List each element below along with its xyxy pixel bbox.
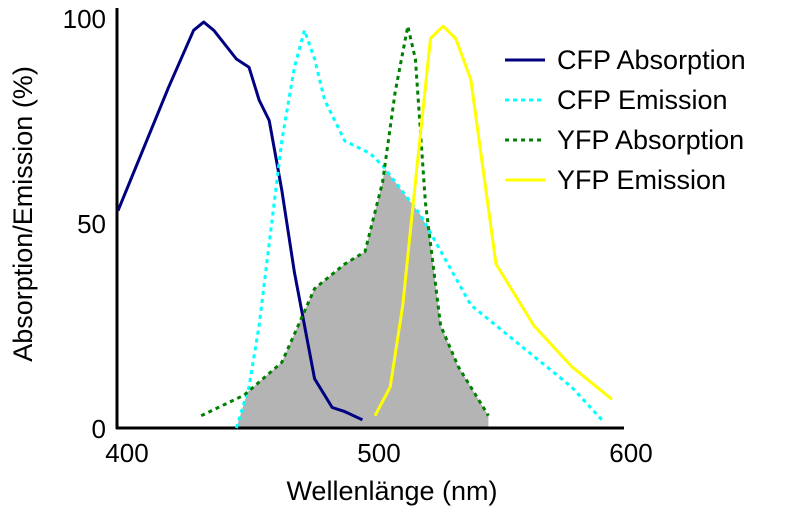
- y-tick-label: 0: [92, 414, 106, 444]
- legend-entry: YFP Emission: [505, 165, 726, 195]
- x-axis-title: Wellenlänge (nm): [286, 476, 497, 506]
- y-tick-label: 100: [63, 4, 106, 34]
- legend-label: YFP Absorption: [557, 125, 744, 155]
- legend-entry: CFP Absorption: [505, 45, 746, 75]
- spectral-overlap-area: [236, 168, 489, 428]
- y-axis-title: Absorption/Emission (%): [8, 66, 38, 362]
- legend-entry: YFP Absorption: [505, 125, 744, 155]
- axes: [115, 8, 624, 430]
- series-line-cfp-absorption: [116, 20, 364, 422]
- x-tick-label: 500: [357, 438, 400, 468]
- legend-entry: CFP Emission: [505, 85, 728, 115]
- legend-label: CFP Absorption: [557, 45, 746, 75]
- y-tick-label: 50: [77, 209, 106, 239]
- x-tick-label: 600: [609, 438, 652, 468]
- series-line-cfp-emission: [234, 28, 603, 429]
- overlap-area-layer: [236, 168, 489, 428]
- series-line-yfp-emission: [373, 24, 613, 417]
- x-tick-label: 400: [105, 438, 148, 468]
- series-layer: [116, 20, 613, 429]
- legend-label: YFP Emission: [557, 165, 726, 195]
- legend: CFP Absorption CFP Emission YFP Absorpti…: [505, 45, 746, 195]
- tick-labels: 400 500 600 0 50 100: [63, 4, 653, 468]
- legend-label: CFP Emission: [557, 85, 728, 115]
